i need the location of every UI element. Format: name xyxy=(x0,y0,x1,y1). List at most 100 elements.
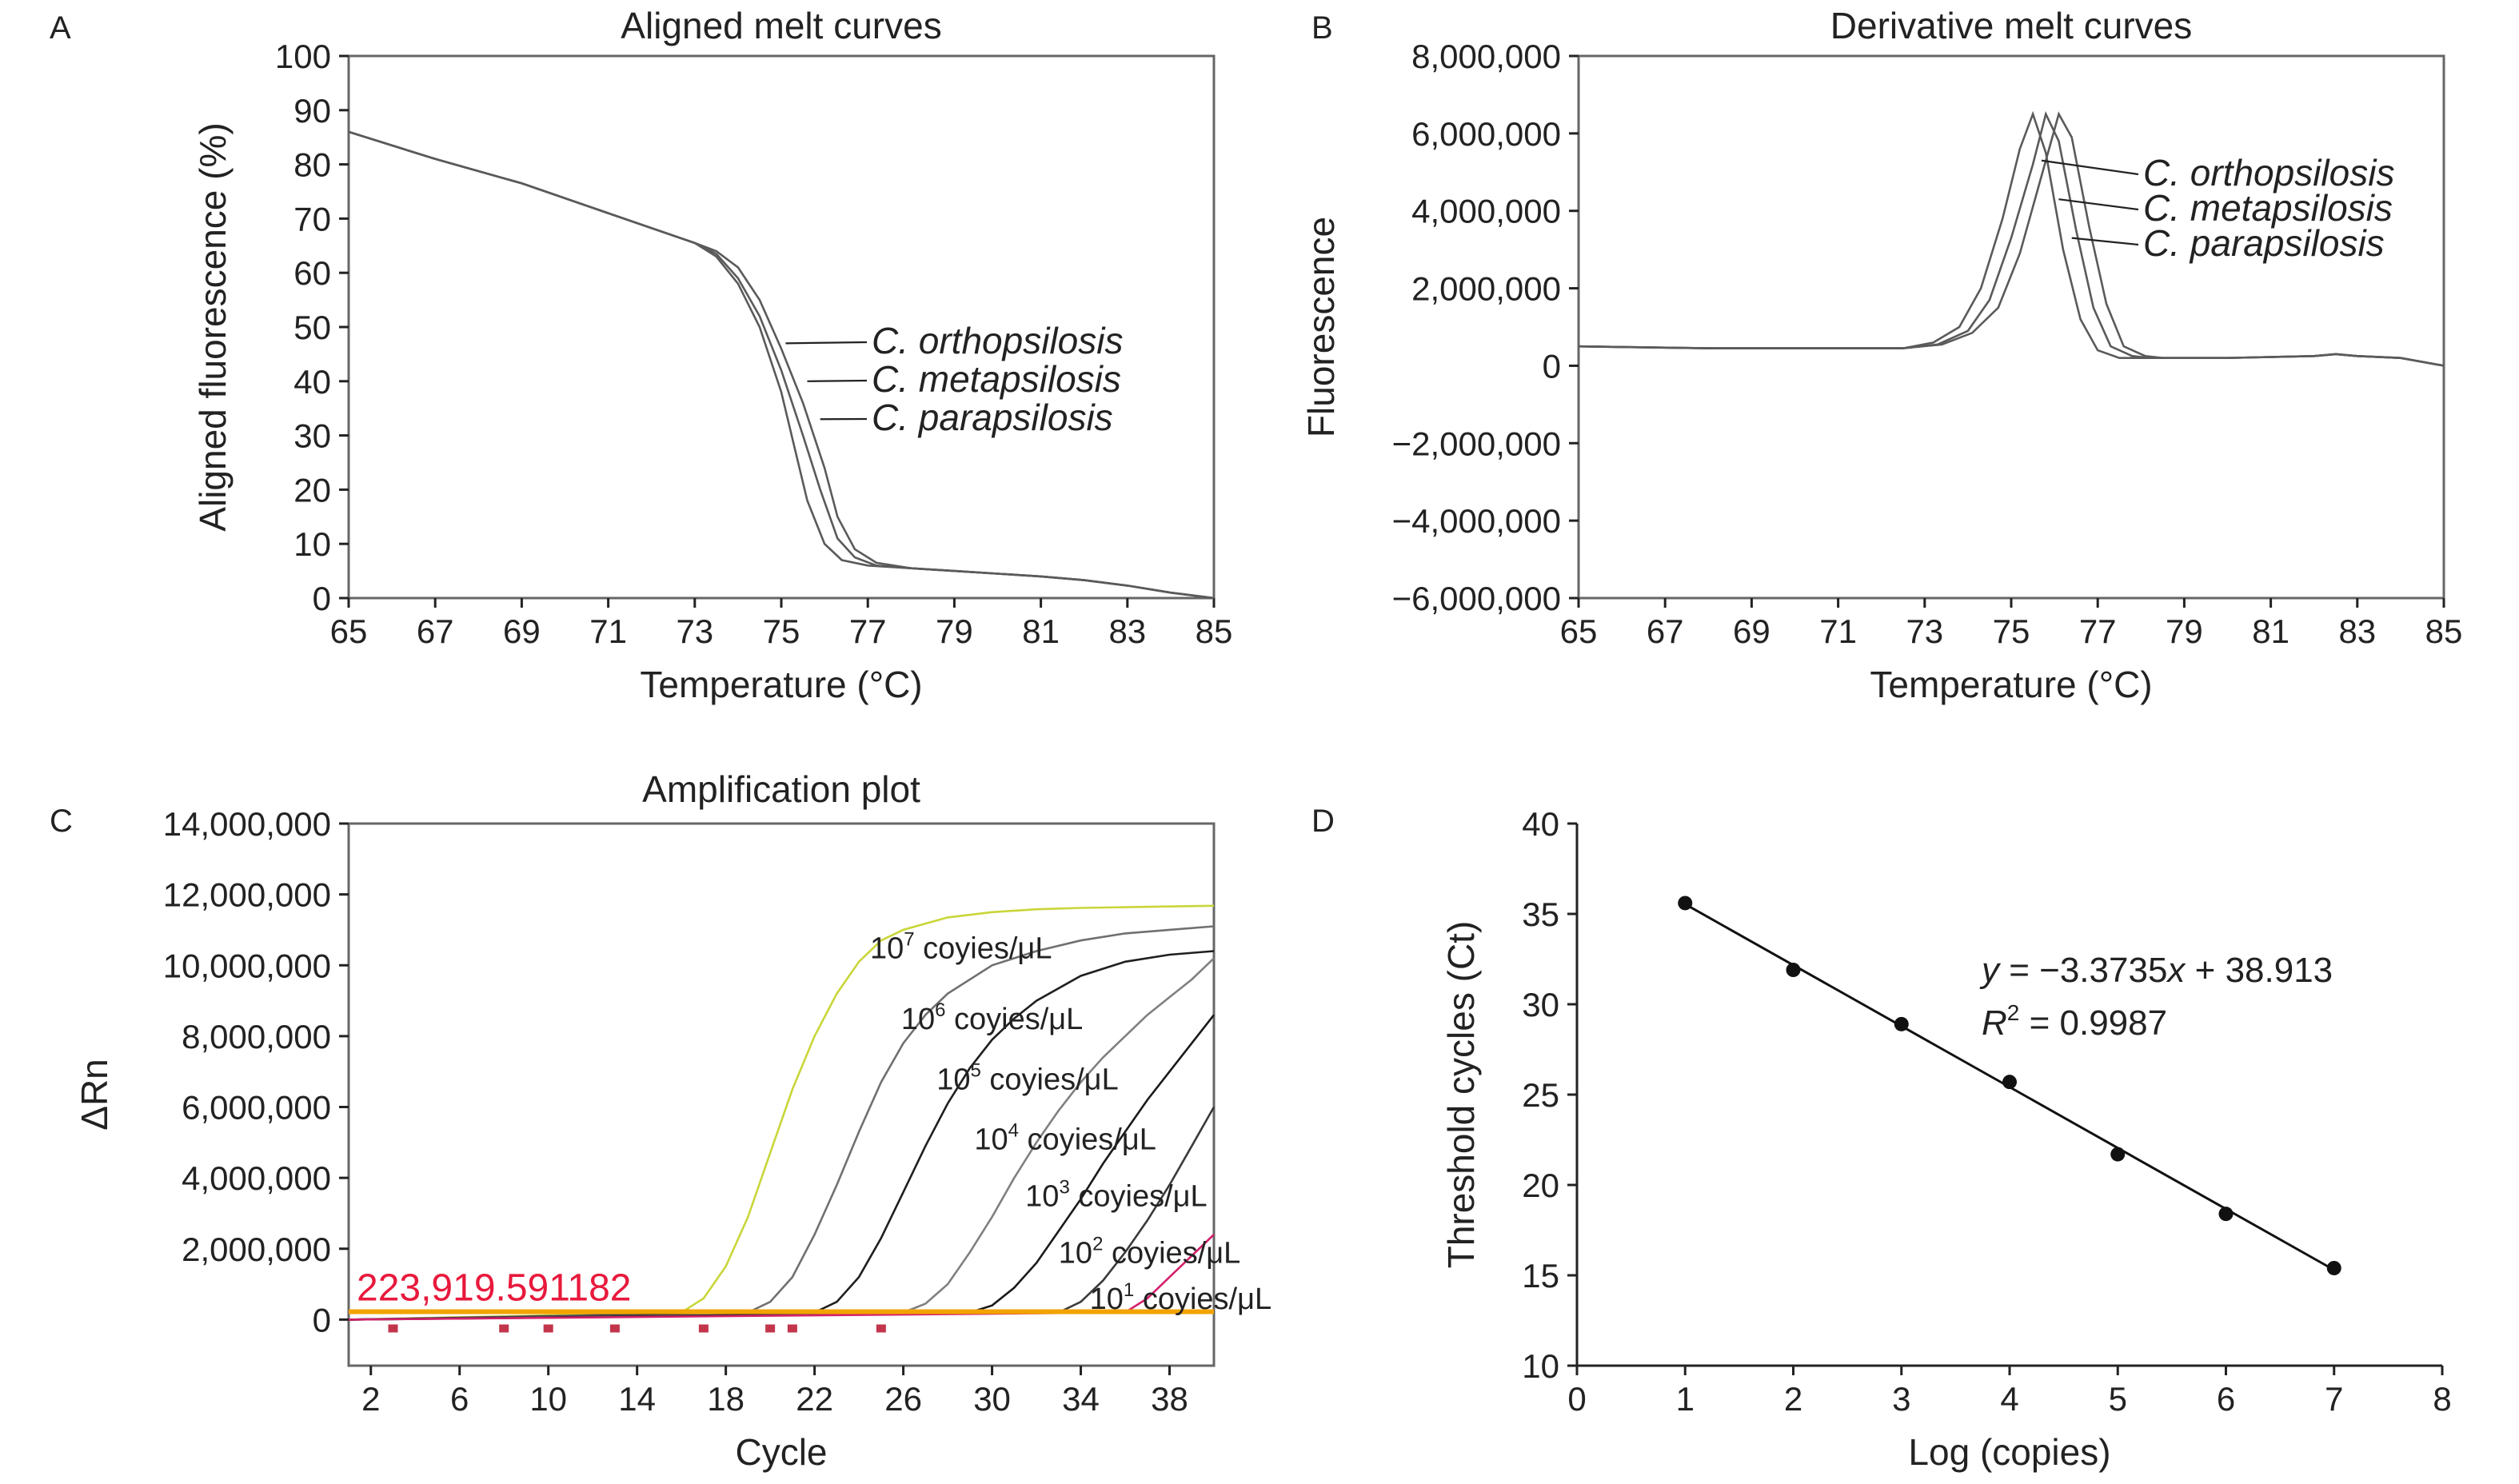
y-axis: 0 2,000,000 4,000,000 6,000,000 8,000,000 10,… xyxy=(163,805,349,1338)
y-axis: 0 10 20 30 40 50 60 70 80 90 100 xyxy=(275,38,349,617)
x-axis-label: Log (copies) xyxy=(1908,1431,2110,1473)
panel-letter: C xyxy=(50,804,73,839)
y-tick-label: −2,000,000 xyxy=(1392,425,1561,462)
x-axis: 65 67 69 71 73 75 77 79 81 83 85 xyxy=(330,598,1232,650)
x-axis-label: Temperature (°C) xyxy=(640,664,922,705)
y-tick-label: 30 xyxy=(293,417,331,455)
annotations: C. orthopsilosis C. metapsilosis C. para… xyxy=(785,320,1123,438)
y-tick-label: 14,000,000 xyxy=(163,805,331,843)
equation-x: x xyxy=(2166,951,2186,990)
leader-line xyxy=(2058,198,2139,211)
data-point xyxy=(1678,896,1693,911)
baseline-marker xyxy=(609,1324,620,1333)
baseline-marker xyxy=(765,1324,776,1333)
y-tick-label: 4,000,000 xyxy=(1411,193,1561,230)
panel-c: C Amplification plot 2 6 10 14 18 22 26 30 34 38 … xyxy=(50,768,1271,1473)
series-labels: 107 coyies/μL 106 coyies/μL 105 coyies/μL 1… xyxy=(870,928,1271,1316)
r-squared: R2 = 0.9987 xyxy=(1982,1000,2167,1043)
x-tick-label: 79 xyxy=(936,612,973,650)
x-tick-label: 34 xyxy=(1062,1380,1100,1418)
x-axis-label: Temperature (°C) xyxy=(1870,664,2152,705)
series-label-metapsilosis: C. metapsilosis xyxy=(872,358,1121,400)
y-tick-label: 20 xyxy=(1522,1167,1559,1204)
x-tick-label: 5 xyxy=(2109,1380,2127,1418)
threshold-value-label: 223,919.591182 xyxy=(357,1267,631,1309)
equation-y: y xyxy=(1979,951,2002,990)
x-tick-label: 67 xyxy=(1647,612,1684,650)
x-tick-label: 10 xyxy=(529,1380,567,1418)
x-tick-label: 6 xyxy=(2217,1380,2235,1418)
equation-part-1: = −3.3735 xyxy=(1999,951,2167,990)
data-point xyxy=(2002,1075,2017,1090)
x-tick-label: 75 xyxy=(763,612,800,650)
threshold: 223,919.591182 xyxy=(349,1267,1214,1314)
y-tick-label: 2,000,000 xyxy=(1411,270,1561,308)
annotations: C. orthopsilosis C. metapsilosis C. para… xyxy=(2041,152,2394,264)
x-tick-label: 73 xyxy=(1906,612,1943,650)
y-tick-label: 60 xyxy=(293,254,331,292)
x-tick-label: 71 xyxy=(1819,612,1857,650)
melt-curve-c-parapsilosis xyxy=(348,130,1215,600)
series-label-metapsilosis: C. metapsilosis xyxy=(2143,187,2393,229)
y-axis-label: Threshold cycles (Ct) xyxy=(1440,921,1482,1269)
r-squared-value: = 0.9987 xyxy=(2019,1003,2167,1043)
amplification-curve xyxy=(348,957,1215,1321)
x-tick-label: 71 xyxy=(589,612,627,650)
x-tick-label: 81 xyxy=(1022,612,1060,650)
series-label-parapsilosis: C. parapsilosis xyxy=(872,397,1113,438)
leader-line xyxy=(2041,159,2139,176)
y-tick-label: −4,000,000 xyxy=(1392,502,1561,540)
leader-line xyxy=(2071,237,2139,246)
x-tick-label: 83 xyxy=(1108,612,1146,650)
y-tick-label: 40 xyxy=(1522,805,1559,843)
y-tick-label: 25 xyxy=(1522,1076,1559,1114)
x-tick-label: 77 xyxy=(849,612,887,650)
baseline-marker xyxy=(499,1324,509,1333)
x-tick-label: 67 xyxy=(417,612,454,650)
chart-title: Amplification plot xyxy=(642,768,920,810)
baseline-marker xyxy=(698,1324,709,1333)
panel-b: B Derivative melt curves 65 67 69 71 73 75 77 7… xyxy=(1300,5,2462,705)
series-label: 107 coyies/μL xyxy=(870,928,1052,965)
x-tick-label: 3 xyxy=(1892,1380,1910,1418)
x-tick-label: 6 xyxy=(450,1380,469,1418)
data-point xyxy=(1894,1016,1909,1031)
panel-letter: A xyxy=(50,10,71,46)
y-tick-label: 12,000,000 xyxy=(163,876,331,914)
y-tick-label: 0 xyxy=(1543,347,1561,385)
y-axis-label: Aligned fluorescence (%) xyxy=(192,122,234,531)
x-tick-label: 75 xyxy=(1993,612,2030,650)
y-tick-label: 50 xyxy=(293,309,331,346)
plot-area xyxy=(347,822,1216,1367)
y-tick-label: 0 xyxy=(313,1301,331,1338)
y-tick-label: 10 xyxy=(293,525,331,563)
series-label-orthopsilosis: C. orthopsilosis xyxy=(872,320,1123,361)
x-tick-label: 0 xyxy=(1567,1380,1586,1418)
amplification-curve xyxy=(348,925,1215,1321)
x-axis: 65 67 69 71 73 75 77 79 81 83 85 xyxy=(1560,598,2462,650)
r-squared-symbol: R xyxy=(1982,1003,2007,1043)
y-tick-label: 30 xyxy=(1522,986,1559,1023)
baseline-marker xyxy=(787,1324,797,1333)
x-axis: 0 1 2 3 4 5 6 7 8 xyxy=(1567,1366,2452,1418)
x-tick-label: 65 xyxy=(330,612,368,650)
data-point xyxy=(1786,963,1801,978)
series-label-parapsilosis: C. parapsilosis xyxy=(2143,222,2385,264)
curves xyxy=(348,904,1216,1321)
y-tick-label: 35 xyxy=(1522,896,1559,933)
series-label: 101 coyies/μL xyxy=(1090,1279,1272,1316)
y-tick-label: 40 xyxy=(293,363,331,401)
x-tick-label: 73 xyxy=(676,612,713,650)
y-tick-label: 6,000,000 xyxy=(182,1089,331,1127)
x-axis: 2 6 10 14 18 22 26 30 34 38 xyxy=(361,1366,1188,1418)
amplification-curve xyxy=(348,950,1215,1321)
leader-line xyxy=(785,341,868,345)
y-tick-label: 80 xyxy=(293,146,331,184)
data-point xyxy=(2110,1147,2126,1162)
y-tick-label: 15 xyxy=(1522,1257,1559,1295)
x-tick-label: 79 xyxy=(2166,612,2203,650)
x-tick-label: 8 xyxy=(2433,1380,2451,1418)
series-label: 103 coyies/μL xyxy=(1025,1177,1208,1214)
curves xyxy=(1578,110,2445,367)
